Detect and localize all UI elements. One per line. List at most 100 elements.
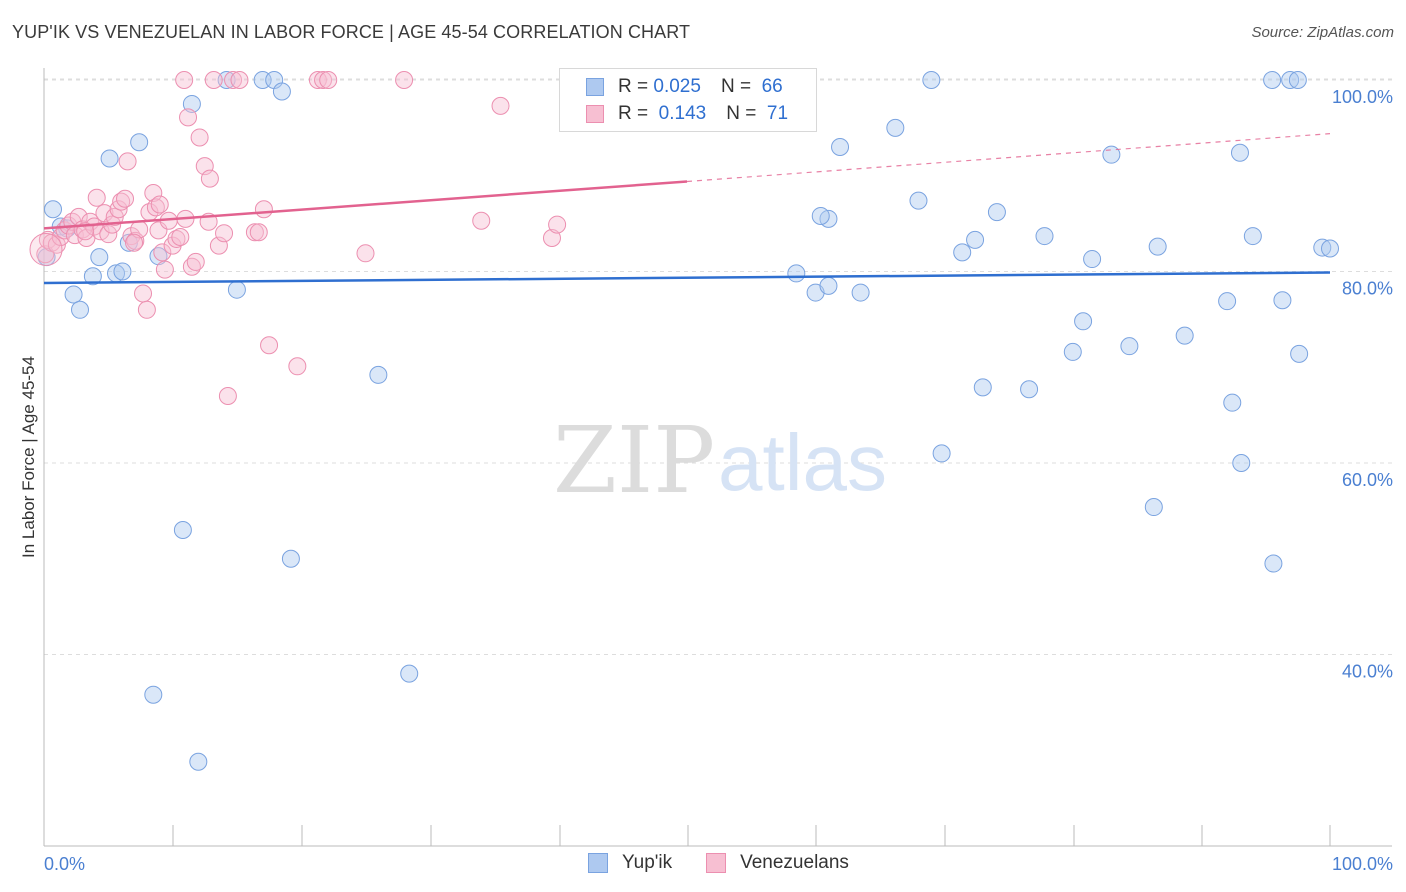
yupik-point [90, 248, 109, 267]
yupik-point [1120, 337, 1139, 356]
yupik-point [851, 283, 870, 302]
yupik-point [189, 752, 208, 771]
legend-row-yupik: R = 0.025 N = 66 [586, 74, 783, 100]
tick-labels: 40.0% 60.0% 80.0% 100.0% 0.0% 100.0% In Labor … [19, 87, 1393, 874]
yupik-point [1263, 71, 1282, 89]
yupik-point [1144, 498, 1163, 517]
yupik-point [217, 71, 236, 89]
yupik-point [130, 133, 149, 152]
yupik-point [831, 138, 850, 157]
yupik-point [886, 118, 905, 137]
venezuelans-point [218, 386, 237, 405]
series-venezuelans-points [29, 71, 567, 405]
yupik-point [100, 149, 119, 168]
yupik-point [1243, 227, 1262, 246]
x-tick-label-max: 100.0% [1332, 854, 1393, 874]
yupik-point [953, 243, 972, 262]
legend-n-label: N = [720, 76, 752, 97]
legend-item-venezuelans: Venezuelans [706, 852, 849, 874]
legend-swatch-yupik [586, 78, 604, 96]
venezuelans-point [99, 225, 118, 244]
legend-r-value: 0.143 [658, 103, 707, 124]
legend-item-yupik: Yup'ik [588, 852, 672, 874]
venezuelans-point [230, 71, 249, 89]
yupik-point [1223, 393, 1242, 412]
yupik-point [966, 230, 985, 249]
venezuelans-point [186, 252, 205, 271]
venezuelans-point [36, 245, 55, 264]
yupik-point [932, 444, 951, 463]
legend-n-value: 71 [766, 103, 789, 124]
yupik-point [173, 521, 192, 540]
venezuelans-point [215, 224, 234, 243]
x-tick-label-min: 0.0% [44, 854, 85, 874]
yupik-point [909, 191, 928, 210]
venezuelans-point [116, 189, 135, 208]
legend-r-value: 0.025 [653, 76, 701, 97]
legend-swatch-venezuelans [586, 105, 604, 123]
yupik-point [44, 200, 63, 219]
venezuelans-point [260, 336, 279, 355]
legend-n-value: 66 [761, 76, 783, 97]
yupik-point [1148, 237, 1167, 256]
venezuelans-point [395, 71, 414, 89]
venezuelans-point [153, 243, 172, 262]
legend-label-venezuelans: Venezuelans [740, 852, 849, 873]
yupik-point [1281, 71, 1300, 89]
watermark-atlas: atlas [718, 418, 887, 507]
y-tick-label: 100.0% [1332, 87, 1393, 107]
yupik-point [144, 685, 163, 704]
legend-r-label: R = [618, 76, 649, 97]
venezuelans-point [491, 96, 510, 115]
yupik-point [1313, 238, 1332, 257]
yupik-point [1273, 291, 1292, 310]
legend-n-label: N = [726, 103, 757, 124]
watermark: ZIP atlas [553, 407, 887, 514]
venezuelans-point-cluster [29, 232, 63, 266]
legend-swatch-venezuelans [706, 853, 727, 873]
yupik-point [182, 94, 201, 113]
yupik-point [1321, 239, 1339, 258]
venezuelans-point [254, 200, 273, 219]
legend-row-venezuelans: R = 0.143 N = 71 [586, 101, 788, 127]
venezuelans-point [190, 128, 209, 147]
series-legend: Yup'ik Venezuelans [588, 852, 883, 874]
trend-lines [43, 133, 1331, 285]
venezuelans-point [204, 71, 223, 89]
venezuelans-trend-extension [686, 133, 1331, 183]
venezuelans-point [134, 284, 153, 303]
yupik-point [1230, 143, 1249, 162]
venezuelans-point [171, 228, 190, 247]
yupik-point [71, 300, 90, 319]
venezuelans-point [319, 71, 338, 89]
venezuelans-point [245, 223, 264, 242]
venezuelans-point [137, 300, 156, 319]
venezuelans-point [155, 260, 174, 279]
legend-label-yupik: Yup'ik [622, 852, 673, 873]
yupik-point [1218, 292, 1237, 311]
y-tick-label: 40.0% [1342, 662, 1393, 682]
yupik-point [1083, 250, 1102, 269]
legend-r-label: R = [618, 103, 649, 124]
watermark-zip: ZIP [553, 407, 715, 514]
yupik-point [922, 71, 941, 89]
source-credit: Source: ZipAtlas.com [1251, 24, 1394, 41]
yupik-point [1288, 71, 1307, 89]
venezuelans-point [249, 223, 268, 242]
venezuelans-point [125, 233, 144, 252]
yupik-point [281, 549, 300, 568]
grid-lines [44, 78, 1392, 655]
yupik-point [973, 378, 992, 397]
yupik-point [400, 664, 419, 683]
correlation-legend: R = 0.025 N = 66 R = 0.143 N = 71 [559, 68, 817, 132]
y-tick-label: 60.0% [1342, 470, 1393, 490]
yupik-point [1020, 380, 1039, 399]
venezuelans-point [288, 357, 307, 376]
yupik-point [1074, 312, 1093, 331]
yupik-point [1035, 227, 1054, 246]
venezuelans-point [542, 228, 561, 247]
venezuelans-point [356, 244, 375, 263]
yupik-point [1175, 326, 1194, 345]
yupik-point [227, 280, 246, 299]
yupik-point [811, 206, 830, 225]
